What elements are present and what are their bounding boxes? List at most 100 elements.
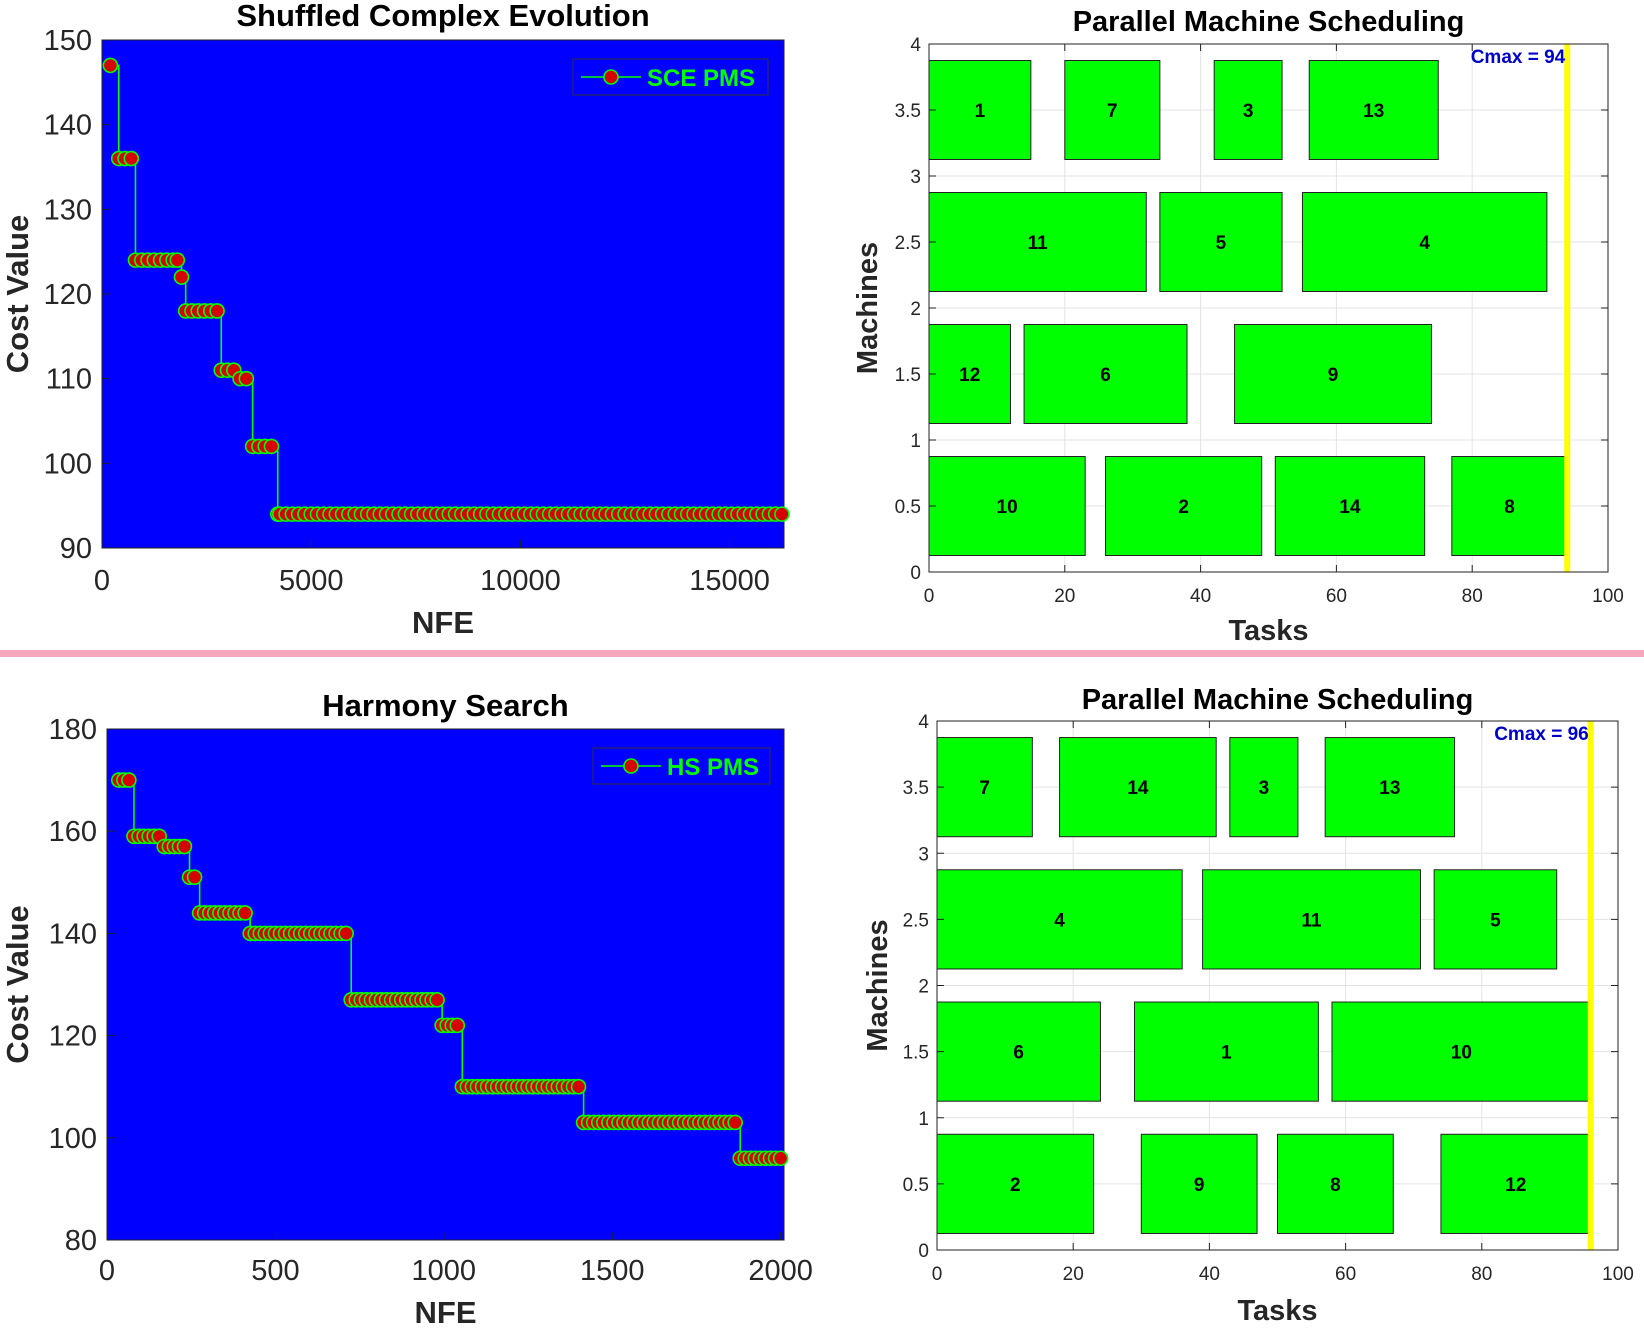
x-tick-label: 10000	[480, 565, 561, 597]
y-tick-label: 3.5	[895, 101, 921, 122]
task-bar	[1213, 60, 1283, 160]
legend: HS PMS	[592, 747, 771, 785]
x-axis-label: Tasks	[1237, 1295, 1317, 1327]
y-tick-label: 0	[918, 1241, 929, 1262]
task-label: 10	[997, 497, 1018, 518]
schedule-chart-3: 7 14 3 13 4 11 5 6 1 10 2 9 8 12 Cmax = 96 0 0.5 1 1.5 2 2.5…	[862, 684, 1634, 1327]
x-tick-label: 100	[1592, 586, 1624, 607]
data-point	[123, 150, 140, 167]
data-point	[570, 1078, 587, 1095]
y-tick-label: 3	[918, 844, 929, 865]
y-tick-label: 100	[49, 1123, 97, 1155]
x-tick-label: 20	[1054, 586, 1075, 607]
y-tick-label: 0.5	[895, 497, 921, 518]
x-axis-label: NFE	[415, 1295, 477, 1330]
data-point	[338, 925, 354, 942]
chart-title: Parallel Machine Scheduling	[1082, 684, 1474, 716]
data-point	[774, 506, 790, 522]
x-tick-label: 0	[924, 586, 935, 607]
task-label: 2	[1010, 1175, 1021, 1196]
panel-separator	[0, 650, 1644, 657]
x-axis-label: Tasks	[1228, 615, 1308, 647]
task-label: 14	[1127, 778, 1149, 799]
x-tick-label: 80	[1471, 1264, 1492, 1285]
task-bar	[1133, 1001, 1319, 1102]
y-tick-label: 1	[910, 431, 921, 452]
plot-area	[101, 39, 785, 549]
task-label: 6	[1100, 365, 1111, 386]
task-label: 2	[1178, 497, 1189, 518]
task-label: 7	[979, 778, 990, 799]
x-tick-label: 1000	[412, 1255, 477, 1287]
task-bar	[1451, 456, 1568, 556]
chart-title: Shuffled Complex Evolution	[236, 0, 649, 33]
task-label: 4	[1054, 910, 1065, 931]
task-label: 1	[1221, 1043, 1232, 1064]
task-label: 5	[1216, 233, 1227, 254]
task-bar	[1308, 60, 1439, 160]
y-tick-label: 0	[910, 563, 921, 584]
task-bar	[1064, 60, 1161, 160]
y-tick-label: 1.5	[903, 1043, 929, 1064]
data-point	[429, 992, 445, 1008]
plot-area	[106, 728, 785, 1241]
task-bar	[1433, 869, 1558, 970]
data-point	[102, 57, 119, 74]
y-tick-label: 2.5	[903, 910, 929, 931]
task-label: 3	[1243, 101, 1254, 122]
task-bar	[1140, 1133, 1258, 1234]
convergence-chart-0: 90 100 110 120 130 140 150 0 5000 10000 15000 Shuff…	[0, 0, 790, 640]
x-tick-label: 15000	[689, 565, 770, 597]
task-label: 1	[975, 101, 986, 122]
data-point	[449, 1017, 466, 1034]
y-tick-label: 90	[60, 533, 92, 565]
data-point	[727, 1114, 743, 1131]
task-bar	[1301, 192, 1548, 292]
x-tick-label: 5000	[279, 565, 344, 597]
data-point	[209, 303, 225, 319]
x-tick-label: 20	[1063, 1264, 1084, 1285]
task-label: 13	[1379, 778, 1400, 799]
task-label: 4	[1419, 233, 1430, 254]
data-point	[169, 252, 186, 268]
cmax-label: Cmax = 96	[1494, 724, 1589, 745]
legend-label: HS PMS	[667, 754, 759, 781]
task-label: 10	[1451, 1043, 1472, 1064]
y-tick-label: 1.5	[895, 365, 921, 386]
x-tick-label: 2000	[748, 1255, 813, 1287]
task-bar	[1234, 324, 1432, 424]
y-tick-label: 4	[918, 712, 929, 733]
x-tick-label: 1500	[580, 1255, 645, 1287]
task-label: 9	[1194, 1175, 1205, 1196]
task-bar	[1277, 1133, 1394, 1234]
y-tick-label: 0.5	[903, 1175, 929, 1196]
y-tick-label: 80	[65, 1225, 97, 1257]
x-tick-label: 0	[94, 565, 110, 597]
task-bar	[1331, 1001, 1592, 1102]
task-bar	[1324, 737, 1456, 838]
data-point	[263, 438, 280, 455]
x-tick-label: 100	[1602, 1264, 1634, 1285]
y-axis-label: Cost Value	[0, 905, 35, 1064]
x-tick-label: 0	[99, 1255, 115, 1287]
task-bar	[1105, 456, 1263, 556]
legend: SCE PMS	[572, 58, 769, 96]
chart-title: Harmony Search	[322, 688, 568, 723]
x-axis-label: NFE	[412, 605, 474, 640]
task-label: 3	[1259, 778, 1270, 799]
chart-title: Parallel Machine Scheduling	[1073, 6, 1465, 38]
task-label: 13	[1363, 101, 1384, 122]
y-tick-label: 150	[44, 25, 92, 57]
data-point	[238, 370, 255, 387]
x-tick-label: 40	[1190, 586, 1211, 607]
y-axis-label: Machines	[852, 242, 884, 374]
task-bar	[1229, 737, 1299, 838]
task-label: 14	[1339, 497, 1361, 518]
y-tick-label: 130	[44, 194, 92, 226]
cmax-label: Cmax = 94	[1471, 47, 1566, 68]
task-bar	[1059, 737, 1217, 838]
y-tick-label: 100	[44, 448, 92, 480]
task-bar	[928, 456, 1086, 556]
y-axis-label: Machines	[862, 919, 894, 1051]
